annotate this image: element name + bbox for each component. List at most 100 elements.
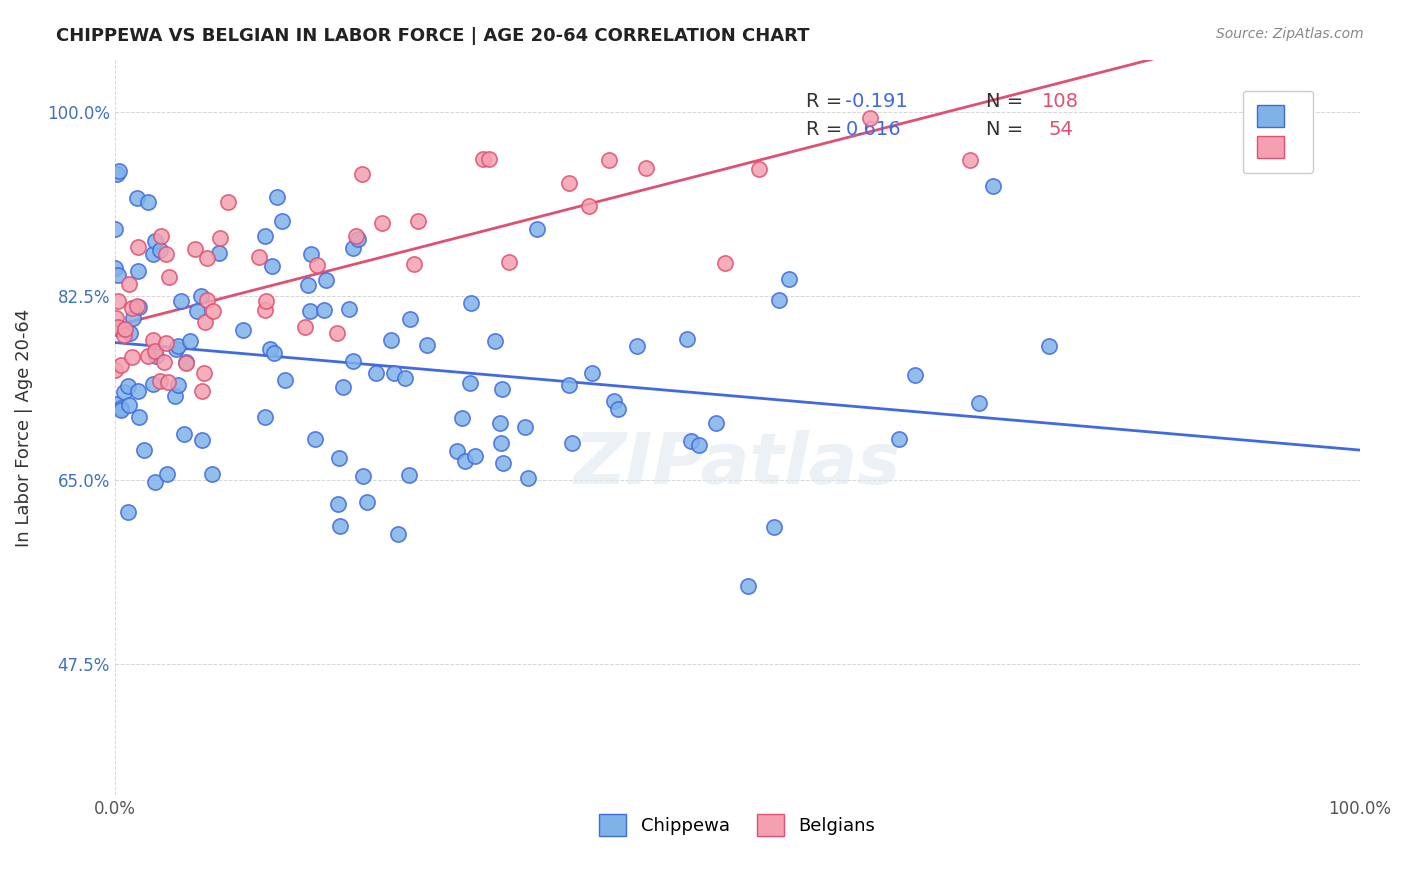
Chippewa	[127, 384, 149, 399]
Chippewa	[104, 222, 127, 236]
Chippewa	[326, 497, 349, 511]
Chippewa	[274, 372, 297, 386]
Chippewa	[208, 245, 231, 260]
Chippewa	[110, 401, 132, 415]
Belgians	[127, 299, 149, 313]
Chippewa	[491, 382, 513, 396]
Chippewa	[260, 259, 283, 273]
Chippewa	[768, 293, 790, 307]
Belgians	[176, 356, 198, 370]
Chippewa	[737, 579, 759, 593]
Belgians	[748, 162, 770, 177]
Chippewa	[117, 379, 139, 393]
Chippewa	[108, 164, 131, 178]
Chippewa	[105, 397, 128, 411]
Chippewa	[342, 241, 364, 255]
Chippewa	[118, 398, 141, 412]
Chippewa	[304, 432, 326, 446]
Chippewa	[107, 268, 129, 282]
Chippewa	[489, 436, 512, 450]
Chippewa	[904, 368, 927, 383]
Chippewa	[165, 342, 187, 356]
Belgians	[155, 336, 177, 351]
Chippewa	[156, 467, 179, 482]
Chippewa	[263, 346, 285, 360]
Chippewa	[174, 354, 197, 368]
Chippewa	[134, 443, 156, 458]
Chippewa	[201, 467, 224, 481]
Belgians	[498, 255, 520, 269]
Chippewa	[967, 395, 990, 409]
Belgians	[149, 374, 172, 388]
Text: 0.616: 0.616	[845, 120, 901, 138]
Chippewa	[117, 505, 139, 519]
Chippewa	[416, 337, 439, 351]
Belgians	[294, 320, 316, 334]
Chippewa	[315, 273, 337, 287]
Chippewa	[778, 272, 800, 286]
Legend: Chippewa, Belgians: Chippewa, Belgians	[591, 805, 884, 846]
Chippewa	[105, 167, 128, 181]
Belgians	[478, 152, 501, 166]
Chippewa	[458, 376, 481, 390]
Belgians	[307, 259, 329, 273]
Chippewa	[266, 189, 288, 203]
Belgians	[859, 111, 882, 125]
Chippewa	[328, 451, 350, 466]
Belgians	[194, 315, 217, 329]
Belgians	[404, 257, 426, 271]
Chippewa	[356, 495, 378, 509]
Text: R =: R =	[806, 93, 848, 112]
Chippewa	[352, 469, 374, 483]
Chippewa	[516, 471, 538, 485]
Chippewa	[332, 380, 354, 394]
Belgians	[253, 302, 276, 317]
Chippewa	[120, 326, 142, 340]
Chippewa	[460, 295, 482, 310]
Belgians	[370, 216, 392, 230]
Chippewa	[128, 300, 150, 314]
Belgians	[217, 195, 239, 210]
Chippewa	[347, 231, 370, 245]
Belgians	[714, 256, 737, 270]
Text: R =: R =	[806, 120, 848, 138]
Chippewa	[186, 303, 208, 318]
Chippewa	[626, 338, 648, 352]
Chippewa	[128, 409, 150, 424]
Belgians	[183, 242, 205, 256]
Chippewa	[163, 389, 186, 403]
Belgians	[104, 311, 127, 326]
Chippewa	[190, 288, 212, 302]
Belgians	[110, 358, 132, 372]
Chippewa	[364, 366, 387, 380]
Belgians	[142, 333, 165, 347]
Belgians	[247, 250, 270, 264]
Belgians	[107, 320, 129, 334]
Chippewa	[108, 322, 131, 336]
Belgians	[195, 251, 218, 265]
Y-axis label: In Labor Force | Age 20-64: In Labor Force | Age 20-64	[15, 309, 32, 547]
Belgians	[350, 167, 373, 181]
Chippewa	[688, 438, 710, 452]
Chippewa	[329, 519, 352, 533]
Belgians	[634, 161, 657, 175]
Belgians	[153, 355, 176, 369]
Chippewa	[394, 371, 416, 385]
Belgians	[195, 293, 218, 307]
Belgians	[127, 240, 149, 254]
Text: N =: N =	[986, 120, 1029, 138]
Chippewa	[145, 350, 167, 364]
Chippewa	[121, 311, 143, 326]
Chippewa	[136, 195, 159, 210]
Chippewa	[259, 343, 281, 357]
Chippewa	[382, 366, 405, 380]
Chippewa	[253, 409, 276, 424]
Belgians	[191, 384, 214, 398]
Chippewa	[602, 393, 624, 408]
Belgians	[326, 326, 349, 340]
Chippewa	[489, 416, 512, 430]
Belgians	[193, 366, 215, 380]
Chippewa	[887, 432, 910, 446]
Chippewa	[125, 191, 148, 205]
Chippewa	[1038, 338, 1060, 352]
